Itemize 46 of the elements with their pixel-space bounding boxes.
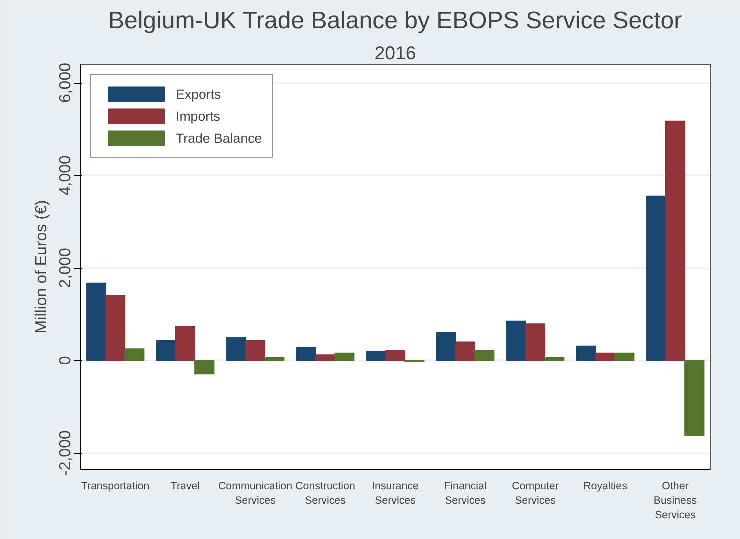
bar <box>576 346 596 362</box>
bar <box>436 332 456 362</box>
x-tick-label: Financial Services <box>444 480 487 507</box>
bar <box>296 347 316 362</box>
bar <box>684 360 705 436</box>
bar <box>175 326 196 362</box>
bar <box>595 352 616 362</box>
bar <box>315 354 336 362</box>
bar <box>156 340 176 362</box>
bar <box>124 348 145 362</box>
bar <box>646 196 666 362</box>
bar <box>544 357 565 362</box>
bar <box>194 360 215 375</box>
bar <box>506 320 526 362</box>
legend-label: Trade Balance <box>176 130 262 146</box>
y-tick-label: 4,000 <box>58 155 74 196</box>
bar <box>385 350 406 362</box>
chart-title: Belgium-UK Trade Balance by EBOPS Service Sector <box>108 8 682 34</box>
legend-label: Imports <box>176 108 220 124</box>
bar <box>665 120 686 362</box>
y-tick-label: -2,000 <box>58 430 74 476</box>
x-tick-label: Transportation <box>81 480 150 492</box>
bar <box>264 357 285 362</box>
x-tick-label: Communication Services <box>218 480 293 507</box>
bar <box>226 337 246 362</box>
chart-subtitle: 2016 <box>374 42 416 64</box>
y-tick-label: 2,000 <box>58 248 74 288</box>
legend-label: Exports <box>176 86 222 102</box>
bar <box>474 350 495 362</box>
bar <box>105 294 126 362</box>
bar <box>525 324 546 362</box>
bar <box>334 352 355 362</box>
x-tick-label: Insurance Services <box>372 480 419 507</box>
x-tick-label: Royalties <box>584 480 628 492</box>
x-tick-label: Travel <box>170 480 200 492</box>
x-tick-label: Computer Services <box>512 480 560 507</box>
bar <box>366 350 386 362</box>
bar <box>614 352 635 362</box>
y-tick-label: 0 <box>58 356 74 366</box>
bar <box>86 282 106 362</box>
bar <box>245 340 266 362</box>
bar <box>455 342 476 362</box>
x-tick-label: Construction Services <box>296 480 356 507</box>
y-axis-title: Million of Euros (€) <box>34 200 50 334</box>
y-tick-label: 6,000 <box>58 62 74 104</box>
x-tick-label: Other Business Services <box>654 480 698 522</box>
